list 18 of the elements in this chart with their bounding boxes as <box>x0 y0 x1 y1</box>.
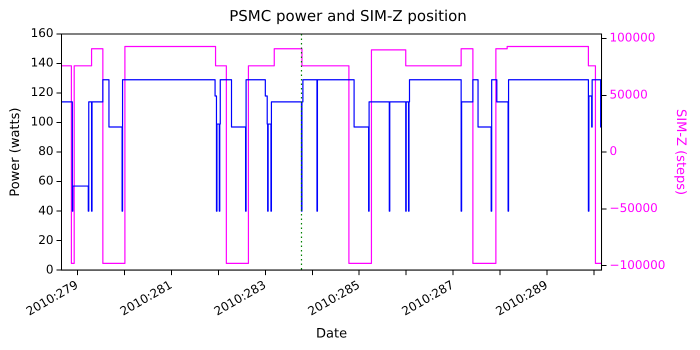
y2-axis-title: SIM-Z (steps) <box>672 109 688 196</box>
y-tick-label: 80 <box>38 144 54 158</box>
x-axis-title: Date <box>316 326 348 342</box>
y2-tick-label: 0 <box>610 144 618 158</box>
y2-tick-label: 100000 <box>610 30 656 45</box>
y-tick-label: 100 <box>30 114 54 129</box>
y-tick-label: 40 <box>38 203 54 218</box>
y2-tick-label: 50000 <box>610 87 648 102</box>
y-tick-label: 0 <box>46 262 54 276</box>
y-tick-label: 20 <box>38 232 54 247</box>
y-tick-label: 120 <box>30 85 54 100</box>
y-tick-label: 60 <box>38 174 54 188</box>
y2-tick-label: −50000 <box>610 200 658 215</box>
y2-tick-label: −100000 <box>610 258 666 272</box>
y-tick-label: 160 <box>30 26 54 40</box>
y-tick-label: 140 <box>30 56 54 70</box>
chart-title: PSMC power and SIM-Z position <box>229 6 467 25</box>
y-axis-title: Power (watts) <box>8 108 24 197</box>
